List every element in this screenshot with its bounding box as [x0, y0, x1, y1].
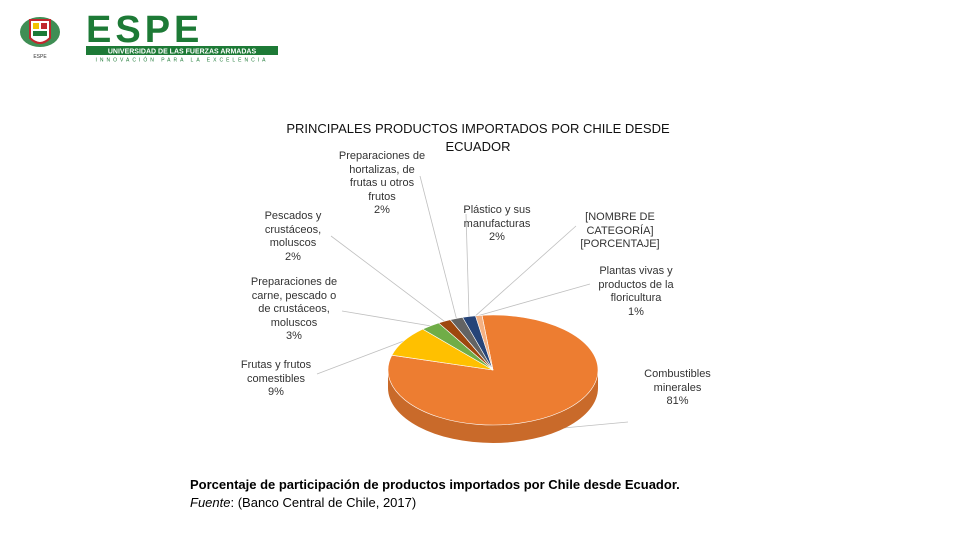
espe-logo: ESPE ESPE UNIVERSIDAD DE LAS FUERZAS ARM…	[20, 9, 278, 64]
caption-source: Fuente: (Banco Central de Chile, 2017)	[190, 494, 890, 512]
university-shield-icon: ESPE	[20, 17, 60, 60]
slice-label-pescados: Pescados y crustáceos, moluscos 2%	[264, 210, 322, 263]
leader-line-3	[330, 235, 445, 322]
svg-text:ESPE: ESPE	[33, 54, 47, 60]
brand-subtitle: UNIVERSIDAD DE LAS FUERZAS ARMADAS	[108, 49, 257, 56]
brand-tagline: INNOVACIÓN PARA LA EXCELENCIA	[96, 57, 269, 64]
slice-label-frutas: Frutas y frutos comestibles 9%	[240, 359, 312, 398]
leader-line-2	[341, 310, 431, 327]
leader-line-5	[465, 213, 470, 317]
caption-title: Porcentaje de participación de productos…	[190, 477, 680, 492]
leader-line-6	[475, 225, 577, 317]
pie-slice-7	[475, 314, 494, 371]
slice-label-plastico: Plástico y sus manufacturas 2%	[463, 204, 531, 243]
slice-label-carne: Preparaciones de carne, pescado o de cru…	[250, 276, 338, 342]
caption-source-label: Fuente	[190, 495, 231, 510]
leader-line-1	[316, 340, 404, 375]
slice-label-placeholder-category: [NOMBRE DE CATEGORÍA] [PORCENTAJE]	[580, 211, 660, 250]
brand-name: ESPE	[86, 9, 203, 51]
slice-label-plantas: Plantas vivas y productos de la floricul…	[598, 265, 674, 318]
slice-label-hortalizas: Preparaciones de hortalizas, de frutas u…	[338, 150, 426, 216]
leader-line-7	[478, 283, 591, 316]
pie-side-0	[388, 370, 598, 443]
figure-caption: Porcentaje de participación de productos…	[190, 476, 890, 512]
chart-title: PRINCIPALES PRODUCTOS IMPORTADOS POR CHI…	[286, 121, 670, 154]
leader-line-4	[419, 175, 457, 319]
slice-label-combustibles: Combustibles minerales 81%	[644, 368, 711, 407]
caption-source-text: : (Banco Central de Chile, 2017)	[230, 495, 417, 510]
pie-slices	[387, 314, 599, 443]
